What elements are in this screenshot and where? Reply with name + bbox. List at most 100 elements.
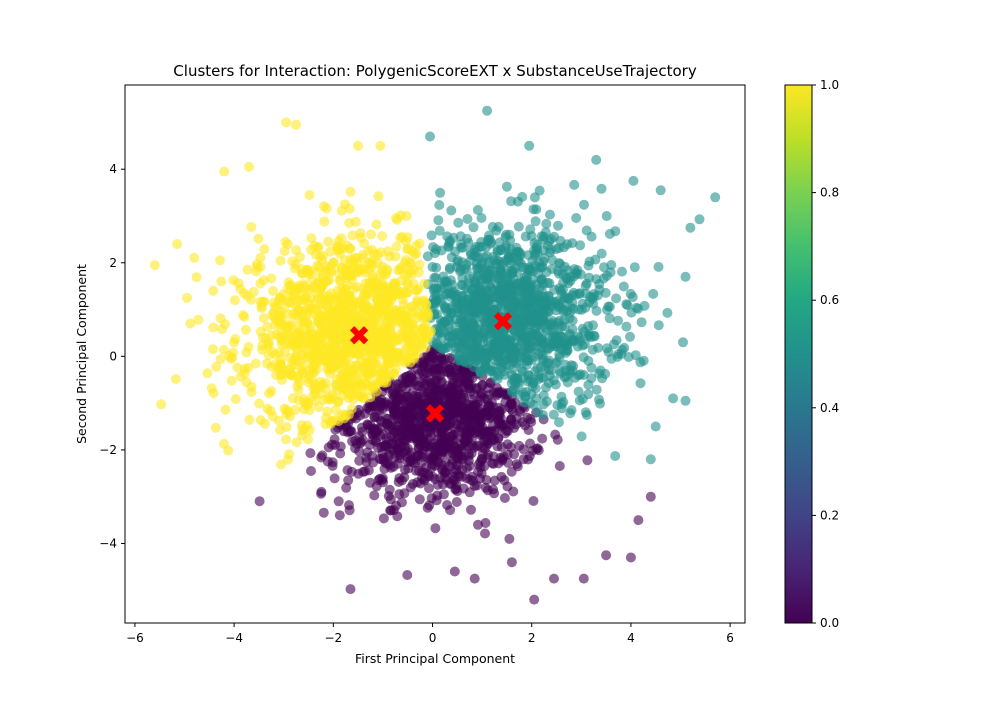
data-point (518, 444, 529, 455)
data-point (285, 298, 296, 309)
data-point (511, 459, 522, 470)
data-point (581, 410, 592, 420)
data-point (394, 334, 405, 345)
data-point (293, 306, 304, 317)
data-point (482, 452, 493, 463)
data-point (341, 340, 352, 351)
data-point (306, 233, 317, 244)
data-point (552, 331, 563, 342)
data-point (526, 315, 537, 326)
data-point (523, 250, 534, 261)
data-point (405, 265, 416, 276)
data-point (267, 411, 278, 422)
data-point (499, 475, 510, 486)
data-point (332, 242, 343, 253)
data-point (435, 187, 446, 198)
data-point (523, 332, 534, 343)
data-point (303, 434, 313, 445)
data-point (480, 518, 491, 528)
data-point (567, 315, 578, 326)
data-point (396, 497, 407, 508)
data-point (216, 276, 227, 287)
data-point (519, 272, 530, 283)
data-point (375, 140, 386, 151)
x-tick-label: 6 (726, 631, 734, 645)
data-point (488, 327, 498, 338)
data-point (315, 251, 326, 262)
data-point (596, 248, 607, 259)
data-point (513, 221, 524, 232)
data-point (424, 483, 434, 494)
colorbar-ticks: 0.0 0.2 0.4 0.6 0.8 1.0 (812, 78, 839, 630)
data-point (617, 266, 627, 277)
data-point (525, 224, 536, 235)
data-point (678, 337, 688, 348)
data-point (569, 179, 580, 190)
data-point (438, 283, 449, 294)
data-point (611, 335, 622, 346)
data-point (440, 395, 451, 406)
data-point (458, 483, 469, 494)
data-point (250, 358, 261, 369)
data-point (405, 482, 416, 493)
data-point (480, 273, 491, 284)
data-point (334, 510, 345, 521)
data-point (351, 281, 362, 292)
data-point (291, 437, 302, 448)
data-point (655, 185, 666, 196)
data-point (443, 242, 454, 253)
data-point (452, 419, 463, 430)
data-point (602, 343, 612, 354)
data-point (431, 262, 442, 273)
data-point (455, 389, 466, 399)
data-point (627, 292, 638, 302)
data-point (304, 190, 315, 200)
data-point (226, 375, 237, 386)
y-tick-label: 0 (109, 349, 117, 363)
data-point (429, 297, 440, 308)
centroid-marker (349, 326, 369, 345)
data-point (294, 395, 305, 406)
data-point (354, 446, 365, 457)
data-point (450, 445, 461, 455)
data-point (501, 181, 512, 192)
data-point (229, 295, 240, 306)
data-point (358, 314, 369, 325)
data-point (263, 339, 274, 350)
data-point (517, 366, 528, 377)
data-point (279, 403, 290, 414)
data-point (330, 440, 340, 451)
data-point (369, 490, 380, 501)
data-point (323, 236, 334, 247)
data-point (417, 473, 427, 483)
data-point (685, 222, 696, 233)
data-point (224, 350, 235, 361)
data-point (293, 385, 304, 396)
data-point (311, 384, 322, 395)
data-point (555, 285, 566, 296)
data-point (480, 482, 491, 493)
data-point (322, 456, 333, 467)
data-point (478, 426, 489, 437)
data-point (508, 302, 519, 313)
data-point (382, 295, 393, 306)
data-point (447, 279, 458, 290)
data-point (562, 265, 573, 276)
data-point (398, 299, 409, 310)
data-point (468, 402, 478, 413)
data-point (571, 267, 582, 278)
data-point (391, 213, 402, 224)
x-tick-label: 4 (627, 631, 635, 645)
data-point (378, 364, 389, 375)
data-point (255, 252, 266, 263)
data-point (240, 324, 251, 335)
data-point (680, 271, 691, 282)
data-point (319, 216, 330, 227)
data-point (523, 279, 534, 290)
data-point (629, 262, 640, 273)
data-point (566, 360, 577, 371)
data-point (547, 316, 558, 326)
data-point (384, 484, 395, 495)
data-point (302, 303, 313, 314)
data-point (499, 493, 510, 503)
